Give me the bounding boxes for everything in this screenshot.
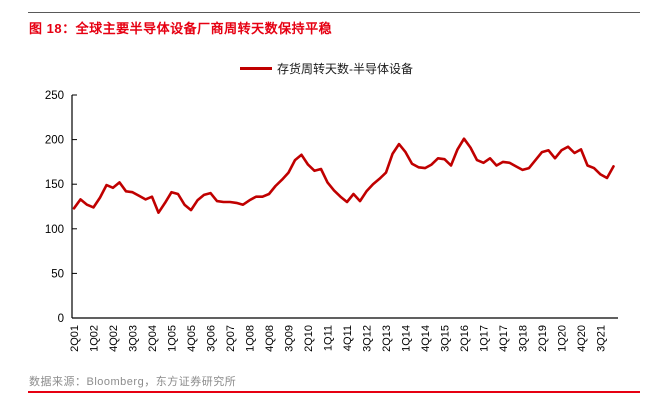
- x-tick-label: 1Q11: [323, 325, 335, 351]
- x-tick-label: 3Q15: [440, 325, 452, 352]
- y-tick-label: 50: [51, 268, 64, 280]
- x-tick-label: 1Q02: [89, 325, 101, 352]
- x-tick-label: 4Q14: [420, 325, 432, 352]
- x-tick-label: 2Q19: [537, 325, 549, 352]
- bottom-divider: [28, 391, 640, 393]
- x-tick-label: 3Q03: [128, 325, 140, 352]
- x-tick-label: 3Q09: [284, 325, 296, 352]
- y-tick-label: 150: [45, 179, 64, 191]
- x-tick-label: 3Q12: [362, 325, 374, 352]
- figure-title: 图 18：全球主要半导体设备厂商周转天数保持平稳: [29, 21, 333, 36]
- legend-series-label: 存货周转天数-半导体设备: [277, 61, 413, 76]
- data-source: 数据来源：Bloomberg，东方证券研究所: [29, 376, 237, 388]
- y-tick-label: 250: [45, 90, 64, 102]
- x-tick-label: 1Q17: [479, 325, 491, 352]
- series-line: [72, 137, 615, 214]
- chart-legend: 存货周转天数-半导体设备: [0, 60, 653, 76]
- y-tick-label: 200: [45, 135, 64, 147]
- x-tick-label: 1Q14: [401, 325, 413, 352]
- x-tick-label: 1Q05: [167, 325, 179, 352]
- y-tick-label: 0: [58, 313, 64, 325]
- top-divider: [28, 12, 640, 13]
- legend-line-swatch: [240, 66, 272, 70]
- x-tick-label: 4Q20: [576, 325, 588, 352]
- x-tick-label: 2Q16: [459, 325, 471, 352]
- x-tick-label: 4Q02: [108, 325, 120, 352]
- line-chart: 0 50 100 150 200 250 2Q01 1Q02 4Q02 3Q03 2Q04 1Q05 4…: [45, 90, 618, 352]
- x-tick-label: 3Q21: [596, 325, 608, 352]
- x-tick-label: 1Q08: [245, 325, 257, 352]
- x-tick-label: 3Q06: [206, 325, 218, 352]
- x-tick-label: 2Q10: [303, 325, 315, 352]
- x-tick-label: 1Q20: [557, 325, 569, 352]
- x-tick-label: 2Q01: [69, 325, 81, 352]
- x-tick-label: 4Q11: [342, 325, 354, 351]
- x-tick-label: 4Q05: [186, 325, 198, 352]
- x-tick-label: 4Q08: [264, 325, 276, 352]
- x-tick-label: 2Q07: [225, 325, 237, 352]
- y-tick-label: 100: [45, 224, 64, 236]
- x-tick-label: 2Q04: [147, 325, 159, 352]
- x-tick-label: 2Q13: [381, 325, 393, 352]
- x-tick-label: 4Q17: [498, 325, 510, 352]
- x-tick-label: 3Q18: [518, 325, 530, 352]
